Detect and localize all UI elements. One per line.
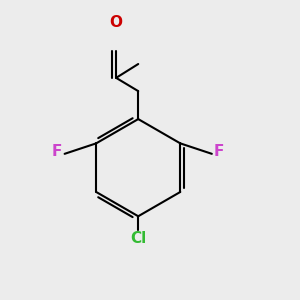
Text: F: F	[214, 144, 224, 159]
Text: F: F	[52, 144, 62, 159]
Text: O: O	[110, 15, 123, 30]
Text: Cl: Cl	[130, 231, 146, 246]
